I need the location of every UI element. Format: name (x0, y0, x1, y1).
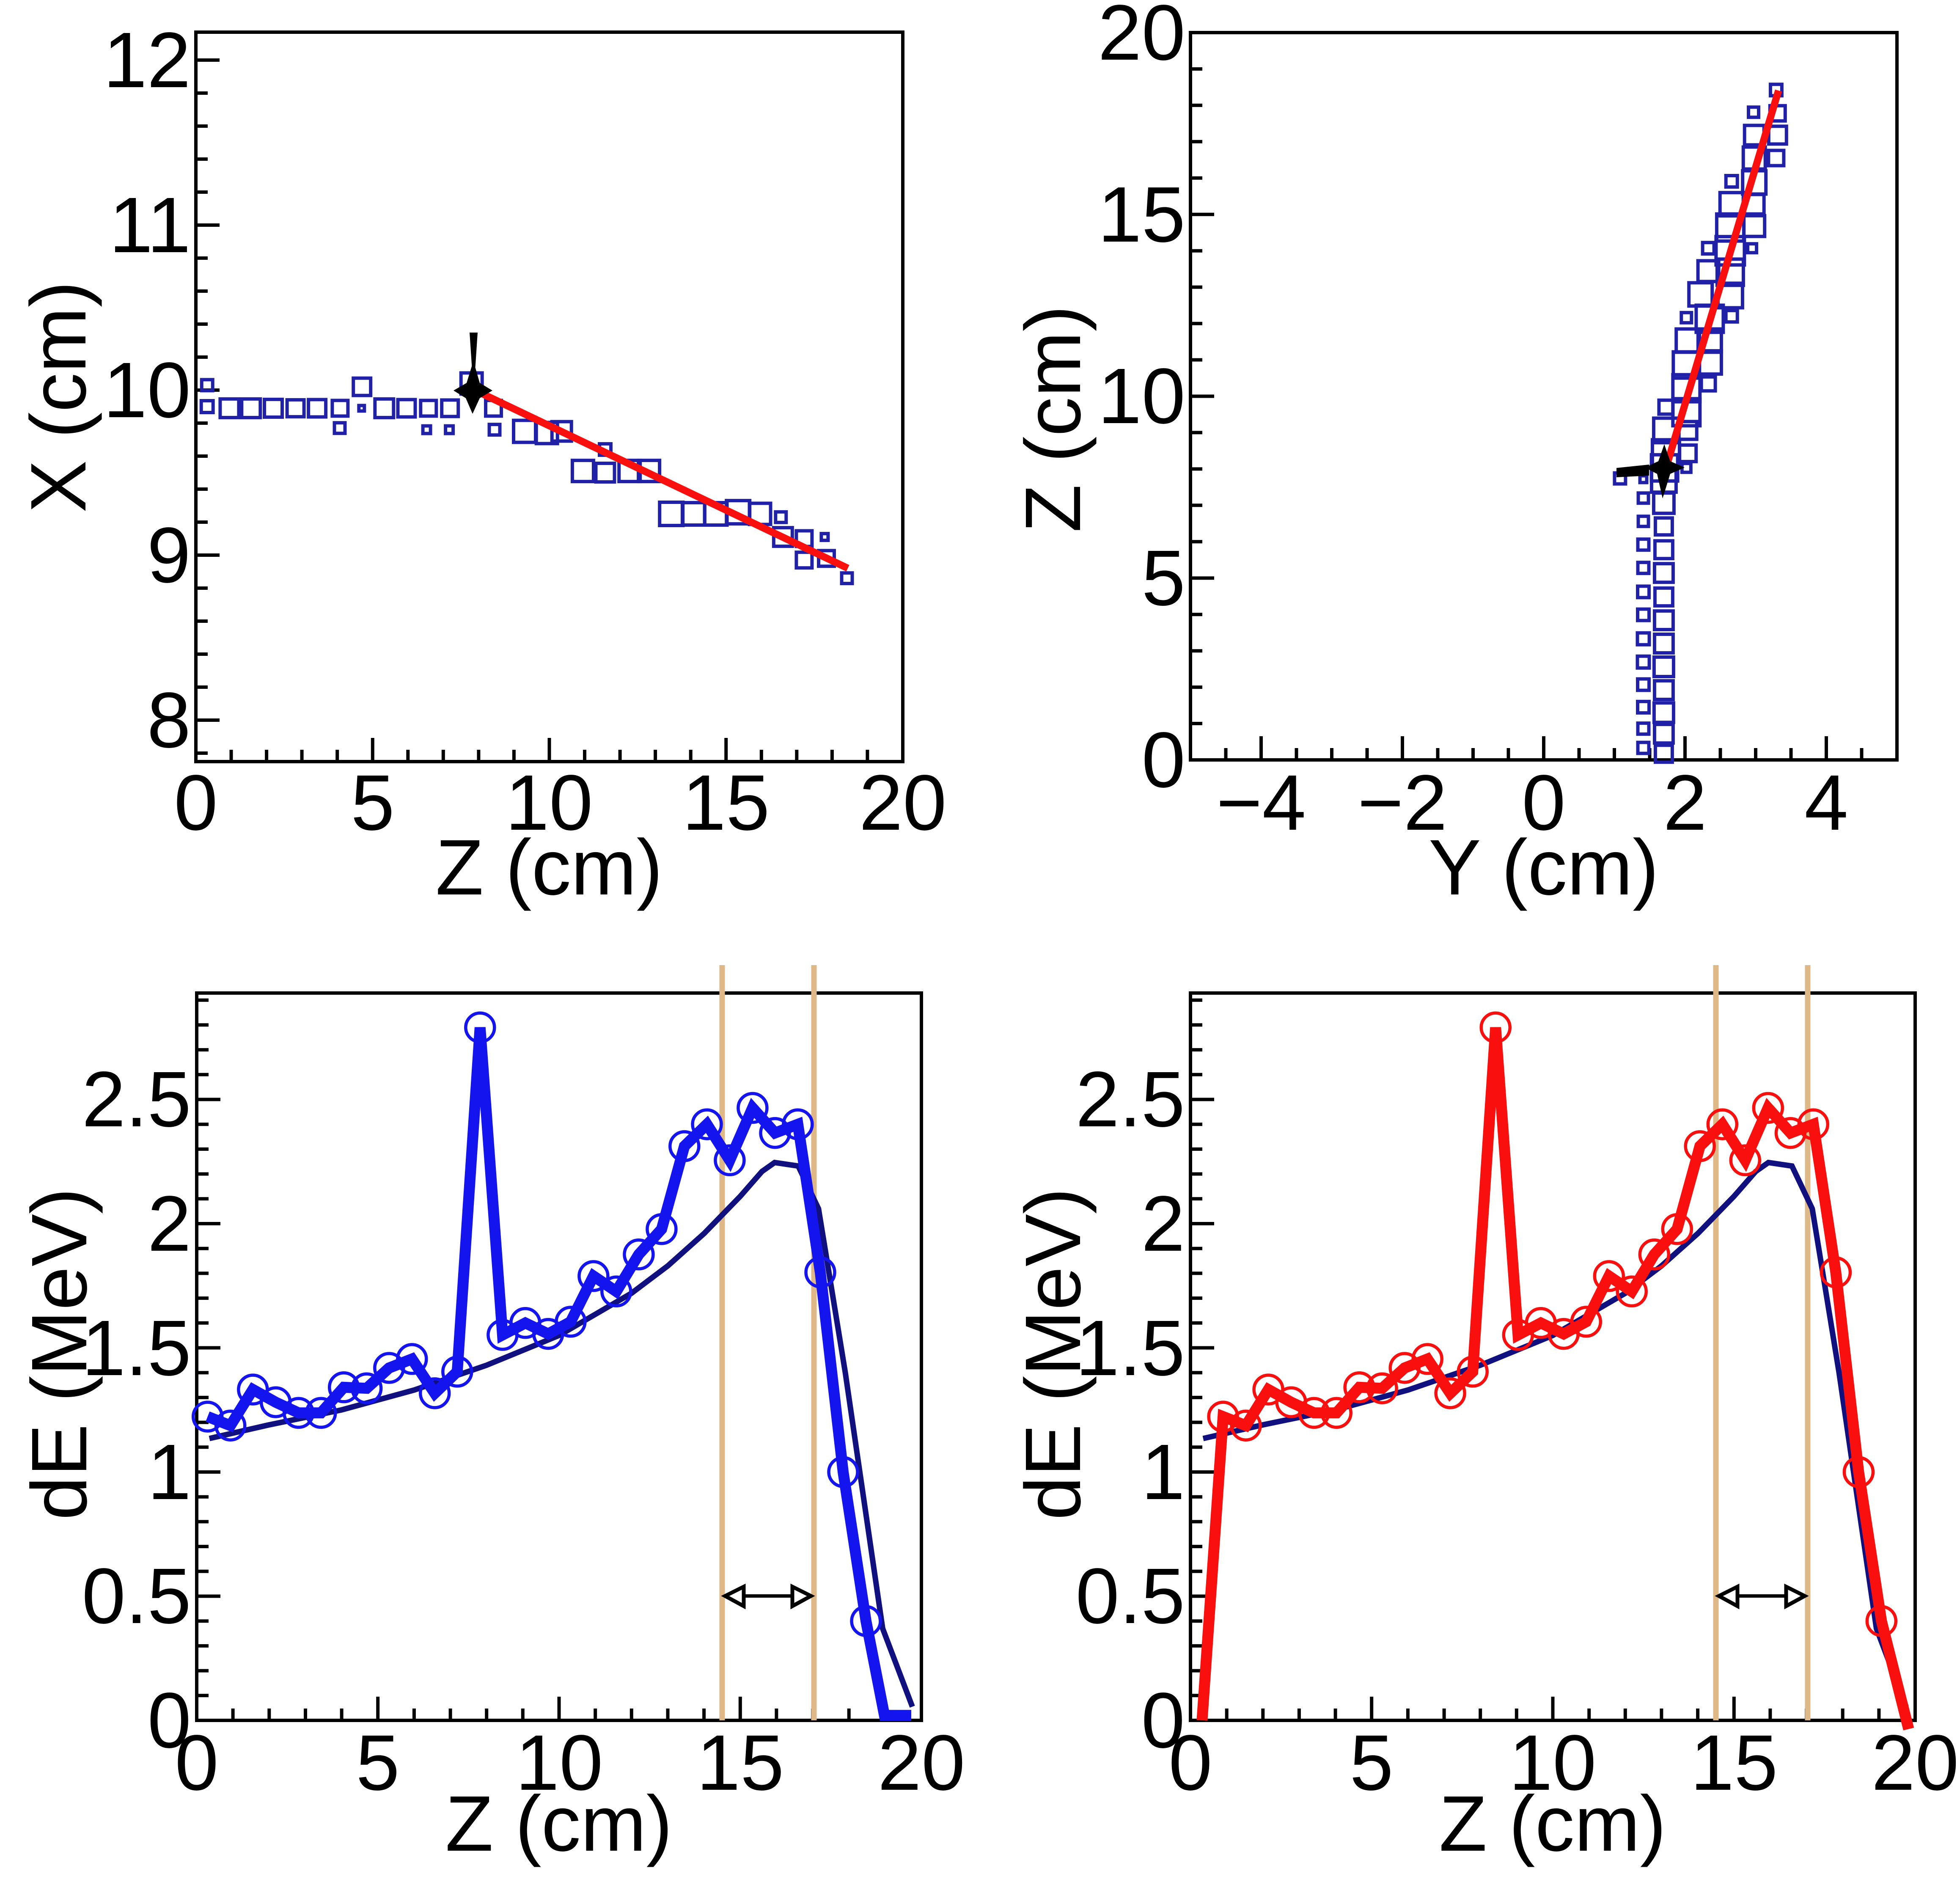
svg-text:−2: −2 (1358, 759, 1447, 847)
svg-text:10: 10 (1098, 352, 1185, 440)
svg-text:5: 5 (351, 759, 394, 847)
svg-text:2: 2 (148, 1180, 191, 1268)
svg-text:20: 20 (1098, 0, 1185, 77)
svg-text:dE (MeV): dE (MeV) (1009, 1188, 1097, 1520)
svg-text:0: 0 (1142, 716, 1185, 804)
svg-text:1.5: 1.5 (1075, 1304, 1185, 1392)
svg-text:10: 10 (1509, 1719, 1597, 1807)
svg-text:5: 5 (356, 1719, 399, 1807)
svg-text:1: 1 (148, 1428, 191, 1516)
svg-text:Z (cm): Z (cm) (1009, 305, 1097, 532)
svg-text:15: 15 (1691, 1719, 1778, 1807)
svg-text:15: 15 (1098, 171, 1185, 259)
svg-text:Z (cm): Z (cm) (445, 1780, 672, 1868)
svg-text:15: 15 (682, 759, 770, 847)
svg-text:−4: −4 (1216, 759, 1306, 847)
svg-text:1: 1 (1141, 1428, 1185, 1516)
svg-text:20: 20 (1872, 1719, 1959, 1807)
svg-text:0: 0 (1522, 759, 1565, 847)
svg-text:0.5: 0.5 (1075, 1552, 1185, 1640)
svg-text:0: 0 (148, 1677, 191, 1764)
svg-text:9: 9 (147, 512, 191, 599)
svg-text:12: 12 (103, 17, 191, 104)
svg-text:0: 0 (174, 759, 217, 847)
svg-text:20: 20 (878, 1719, 965, 1807)
svg-text:Z (cm): Z (cm) (1439, 1780, 1666, 1868)
svg-text:Z (cm): Z (cm) (435, 824, 662, 911)
svg-text:10: 10 (506, 759, 593, 847)
svg-text:1.5: 1.5 (82, 1304, 191, 1392)
svg-text:15: 15 (697, 1719, 784, 1807)
svg-text:5: 5 (1142, 534, 1185, 622)
svg-text:20: 20 (859, 759, 947, 847)
svg-text:0.5: 0.5 (82, 1552, 191, 1640)
svg-text:2: 2 (1663, 759, 1707, 847)
svg-text:2.5: 2.5 (1075, 1056, 1185, 1143)
svg-text:Y (cm): Y (cm) (1429, 824, 1659, 911)
svg-text:2.5: 2.5 (82, 1056, 191, 1143)
svg-text:X (cm): X (cm) (15, 281, 102, 513)
svg-text:10: 10 (103, 347, 191, 434)
svg-text:0: 0 (1168, 1719, 1212, 1807)
svg-text:dE (MeV): dE (MeV) (16, 1188, 103, 1520)
svg-text:8: 8 (147, 677, 191, 764)
svg-text:2: 2 (1141, 1180, 1185, 1268)
svg-text:11: 11 (109, 182, 191, 269)
svg-text:5: 5 (1350, 1719, 1393, 1807)
svg-text:10: 10 (516, 1719, 603, 1807)
svg-text:0: 0 (1141, 1677, 1185, 1764)
svg-text:0: 0 (175, 1719, 218, 1807)
svg-text:4: 4 (1804, 759, 1848, 847)
